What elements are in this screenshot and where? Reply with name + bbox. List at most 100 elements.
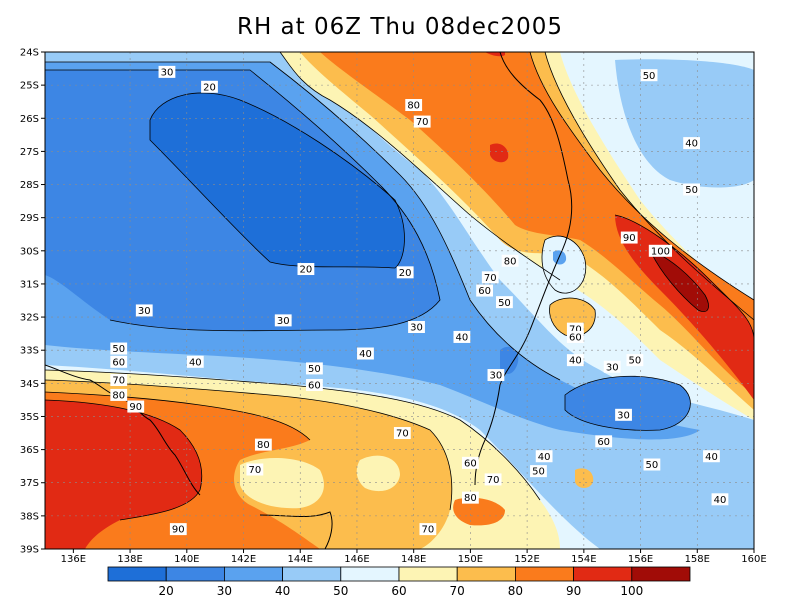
- contour-label: 100: [651, 246, 670, 257]
- lat-lon-grid: [45, 52, 754, 549]
- coastline-east: [474, 52, 573, 486]
- colorbar-swatch: [223, 566, 283, 582]
- coastline-southeast: [259, 511, 333, 549]
- contour-label: 60: [112, 357, 125, 368]
- colorbar-swatch: [107, 566, 167, 582]
- rh-cell-40-small: [553, 250, 567, 265]
- lon-tick-label: 138E: [117, 554, 142, 565]
- lon-tick-label: 140E: [174, 554, 199, 565]
- lon-tick-label: 148E: [401, 554, 426, 565]
- rh-band-40-50-se: [600, 470, 754, 549]
- contour-line: [45, 399, 203, 521]
- colorbar-swatch: [573, 566, 633, 582]
- contour-label: 30: [138, 306, 151, 317]
- contour-label: 70: [248, 465, 261, 476]
- contour-label-bg: [357, 347, 374, 360]
- contour-label: 60: [478, 286, 491, 297]
- contour-label-bg: [615, 408, 632, 421]
- contour-label-bg: [297, 263, 315, 276]
- contour-label: 90: [623, 233, 636, 244]
- rh-cell-30: [500, 346, 519, 374]
- rh-cell-60: [542, 236, 586, 294]
- contour-line: [279, 52, 561, 281]
- contour-label: 90: [172, 525, 185, 536]
- contour-label-bg: [254, 438, 272, 451]
- colorbar-swatch: [456, 566, 516, 582]
- contour-label: 60: [569, 333, 582, 344]
- contour-label-bg: [487, 369, 505, 382]
- contour-label-bg: [496, 296, 513, 309]
- contour-label-bg: [246, 463, 264, 476]
- contour-label: 80: [464, 493, 477, 504]
- contour-label: 40: [714, 495, 727, 506]
- contour-lines: [45, 52, 754, 521]
- contour-label: 50: [685, 185, 698, 196]
- contour-line: [649, 249, 709, 312]
- contour-label-bg: [158, 65, 176, 78]
- rh-cell-80-south: [453, 497, 505, 526]
- contour-label-bg: [620, 231, 638, 244]
- contour-label: 40: [359, 349, 372, 360]
- contour-line: [45, 61, 561, 381]
- contour-label: 40: [569, 356, 582, 367]
- contour-label: 80: [257, 440, 270, 451]
- colorbar-swatch: [340, 566, 400, 582]
- colorbar-label: 50: [333, 584, 348, 598]
- contour-label-bg: [462, 491, 479, 504]
- contour-label: 50: [643, 71, 656, 82]
- rh-band-80-90-north: [320, 52, 754, 395]
- contour-label: 80: [407, 101, 420, 112]
- lon-tick-label: 156E: [628, 554, 653, 565]
- contour-label: 30: [410, 323, 423, 334]
- contour-label: 30: [617, 410, 630, 421]
- plot-title: RH at 06Z Thu 08dec2005: [236, 14, 564, 40]
- plot-frame: [44, 51, 755, 550]
- contour-label: 30: [606, 362, 619, 373]
- contour-label-bg: [413, 115, 431, 128]
- contour-label: 40: [705, 452, 718, 463]
- colorbar-label: 20: [159, 584, 174, 598]
- contour-label: 70: [421, 525, 434, 536]
- rh-cell-30-east: [565, 376, 691, 431]
- contour-line: [541, 235, 587, 294]
- contour-label-bg: [110, 388, 128, 401]
- contour-label-bg: [703, 450, 720, 463]
- contour-label-bg: [396, 266, 414, 279]
- contour-label: 70: [487, 475, 500, 486]
- contour-label: 20: [203, 82, 216, 93]
- contour-label-bg: [393, 427, 411, 440]
- contour-label-bg: [484, 473, 502, 486]
- contour-label-bg: [453, 330, 471, 343]
- contour-label-bg: [110, 355, 128, 368]
- colorbar-label: 90: [566, 584, 581, 598]
- colorbar-label: 100: [620, 584, 643, 598]
- contour-label: 40: [538, 452, 551, 463]
- contour-label-bg: [683, 137, 701, 150]
- colorbar-label: 70: [450, 584, 465, 598]
- lat-tick-label: 27S: [20, 147, 39, 158]
- contour-line: [549, 297, 596, 337]
- colorbar-swatch: [631, 566, 691, 582]
- contour-label-bg: [566, 330, 584, 343]
- contour-label-bg: [201, 80, 218, 93]
- lat-tick-label: 37S: [20, 478, 39, 489]
- contour-label-bg: [530, 465, 547, 478]
- contour-label-bg: [481, 271, 499, 284]
- lon-tick-label: 142E: [231, 554, 256, 565]
- contour-label: 50: [532, 467, 545, 478]
- rh-cell-70: [549, 298, 596, 337]
- lat-tick-label: 25S: [20, 81, 39, 92]
- contour-label-bg: [501, 254, 519, 267]
- contour-line: [320, 52, 754, 301]
- colorbar-swatch: [398, 566, 458, 582]
- contour-label: 80: [504, 256, 517, 267]
- contour-label: 50: [646, 460, 659, 471]
- lat-tick-label: 30S: [20, 246, 39, 257]
- contour-label: 50: [629, 356, 642, 367]
- contour-label: 70: [416, 117, 429, 128]
- lon-tick-label: 150E: [458, 554, 483, 565]
- lat-tick-label: 28S: [20, 180, 39, 191]
- contour-label-bg: [306, 362, 323, 375]
